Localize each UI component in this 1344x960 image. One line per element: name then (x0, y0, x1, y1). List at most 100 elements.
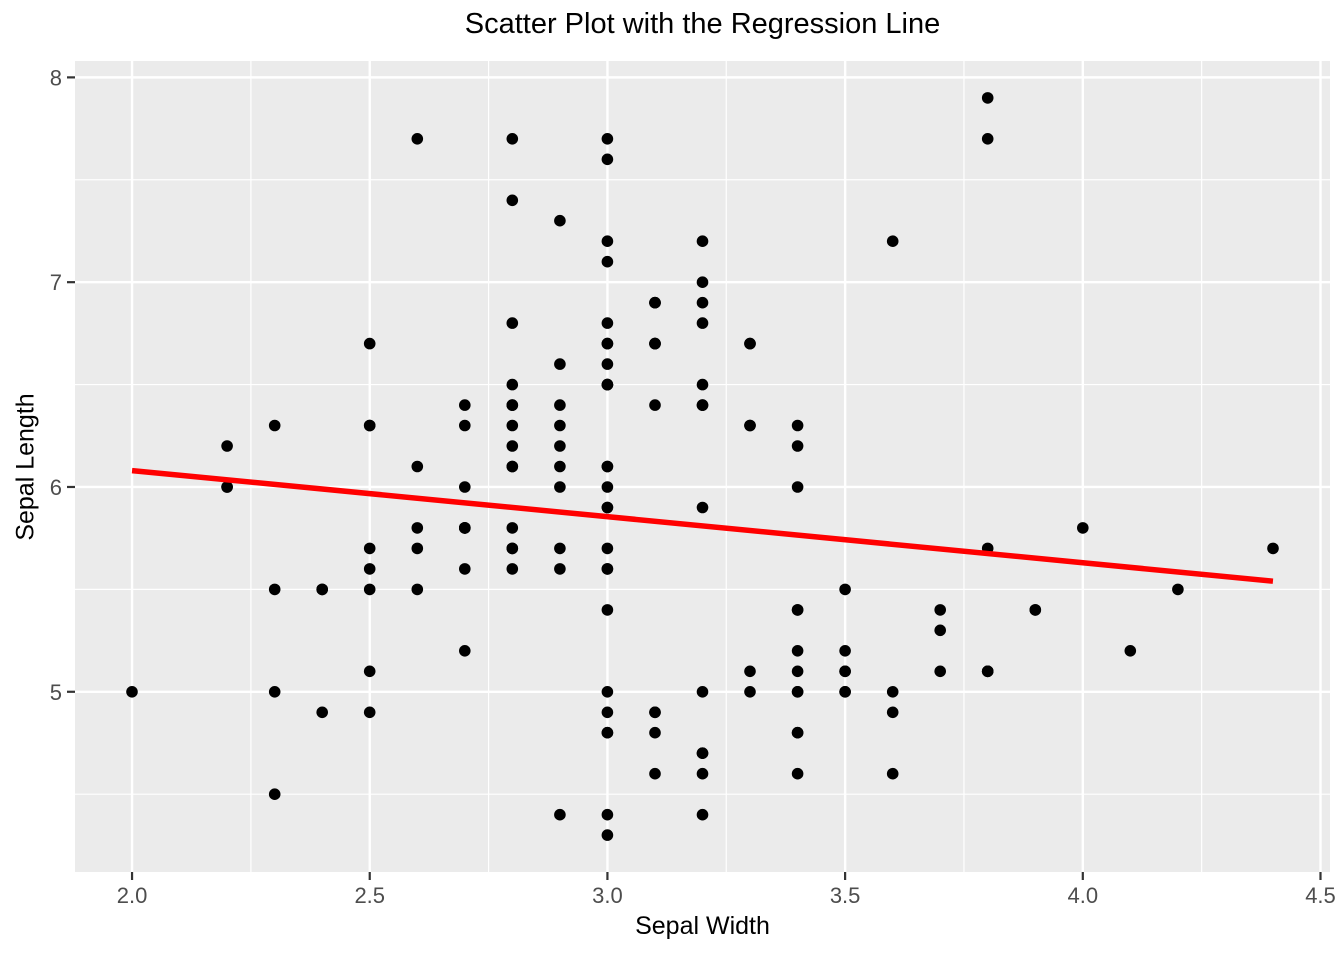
data-point (649, 767, 661, 780)
data-point (696, 317, 709, 329)
data-point (506, 378, 519, 391)
data-point (363, 563, 376, 575)
data-point (791, 665, 804, 678)
data-point (1029, 604, 1042, 616)
data-point (363, 419, 376, 432)
data-point (1124, 645, 1137, 657)
data-point (1077, 522, 1089, 534)
data-point (316, 706, 329, 719)
data-point (934, 665, 946, 678)
axis-tick-marks (67, 76, 1322, 880)
data-point (459, 481, 471, 493)
data-point (601, 460, 614, 473)
data-point (886, 706, 899, 719)
data-point (649, 726, 661, 739)
x-tick-label: 3.0 (592, 883, 623, 908)
data-point (744, 419, 756, 432)
data-point (363, 583, 376, 596)
y-tick-labels: 5 6 7 8 (50, 65, 62, 704)
x-tick-label: 2.0 (117, 883, 148, 908)
data-point (554, 358, 566, 370)
chart-title: Scatter Plot with the Regression Line (464, 8, 941, 40)
data-point (601, 378, 614, 391)
data-point (934, 624, 946, 637)
data-point (839, 686, 851, 698)
data-point (459, 419, 471, 432)
data-point (554, 542, 566, 555)
x-tick-label: 2.5 (354, 883, 385, 908)
data-point (981, 92, 994, 104)
data-point (696, 501, 709, 514)
data-point (601, 706, 614, 719)
data-point (744, 665, 756, 678)
data-point (506, 399, 519, 411)
data-point (554, 808, 566, 821)
data-point (554, 419, 566, 432)
data-point (506, 563, 519, 575)
data-point (601, 317, 614, 329)
data-point (459, 563, 471, 575)
data-point (316, 583, 329, 596)
data-point (696, 767, 709, 780)
data-point (696, 235, 709, 247)
data-point (981, 665, 994, 678)
data-point (601, 808, 614, 821)
data-point (506, 522, 519, 534)
data-point (601, 604, 614, 616)
data-point (791, 726, 804, 739)
data-point (554, 481, 566, 493)
data-point (411, 542, 424, 555)
data-point (696, 686, 709, 698)
data-point (268, 419, 281, 432)
data-point (221, 481, 233, 493)
data-point (506, 440, 519, 452)
data-point (649, 706, 661, 719)
data-point (601, 481, 614, 493)
data-point (126, 686, 138, 698)
data-point (221, 440, 233, 452)
data-point (268, 583, 281, 596)
regression-line (131, 467, 1274, 584)
data-point (696, 747, 709, 759)
data-point (744, 686, 756, 698)
data-point (791, 419, 804, 432)
y-axis-title: Sepal Length (11, 393, 40, 541)
data-point (506, 460, 519, 473)
data-point (554, 440, 566, 452)
data-point (459, 399, 471, 411)
data-point (981, 133, 994, 145)
data-point (791, 686, 804, 698)
data-point (554, 214, 566, 227)
data-point (1267, 542, 1279, 555)
data-point (363, 665, 376, 678)
data-point (886, 767, 899, 780)
data-point (506, 133, 519, 145)
data-point (791, 481, 804, 493)
data-point (649, 337, 661, 350)
data-point (601, 153, 614, 166)
data-point (649, 399, 661, 411)
data-point (934, 604, 946, 616)
data-point (411, 133, 424, 145)
data-point (411, 460, 424, 473)
x-tick-label: 4.0 (1068, 883, 1099, 908)
data-point (411, 522, 424, 534)
data-point (506, 542, 519, 555)
scatter-points (126, 92, 1279, 841)
data-point (601, 358, 614, 370)
data-point (459, 522, 471, 534)
data-point (554, 460, 566, 473)
data-point (649, 296, 661, 309)
data-point (839, 645, 851, 657)
data-point (459, 645, 471, 657)
y-tick-label: 7 (50, 270, 62, 295)
data-point (791, 767, 804, 780)
y-tick-label: 8 (50, 65, 62, 90)
data-point (839, 665, 851, 678)
data-point (268, 788, 281, 800)
x-tick-label: 4.5 (1305, 883, 1336, 908)
data-point (696, 296, 709, 309)
data-point (363, 542, 376, 555)
data-point (506, 317, 519, 329)
